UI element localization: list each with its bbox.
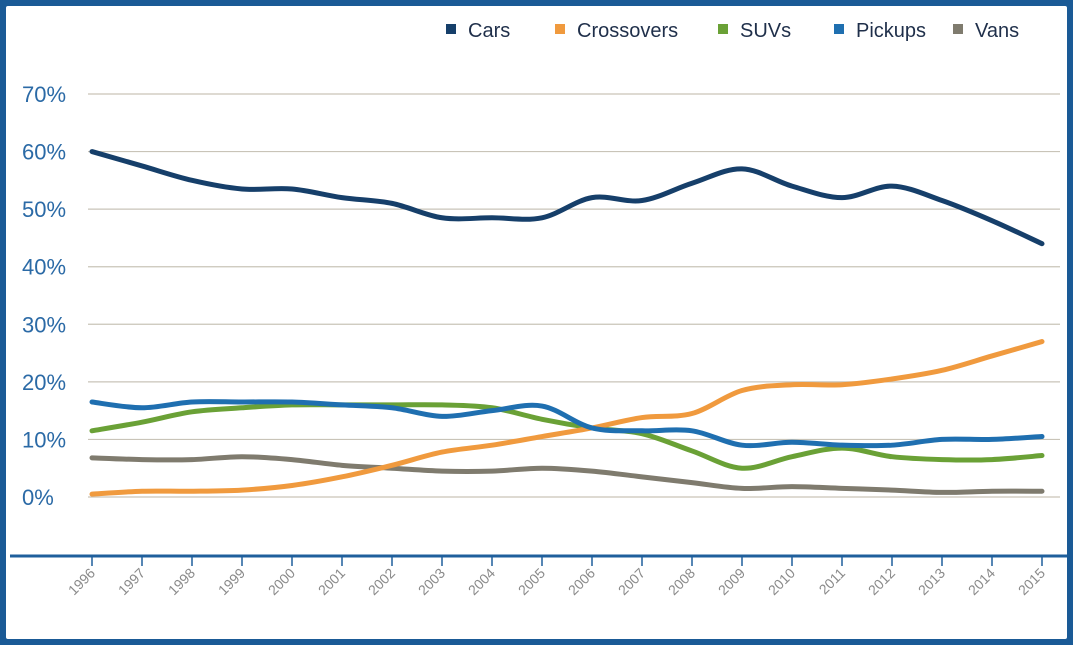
x-tick-label: 2008 [665,565,698,598]
x-tick-label: 2000 [265,565,298,598]
y-tick-label: 20% [22,370,66,395]
x-tick-label: 1998 [165,565,198,598]
x-tick-label: 2013 [915,565,948,598]
x-axis-ticks: 1996 1997 1998 1999 2000 2001 2002 2003 2004 2005… [65,556,1048,598]
x-tick-label: 2005 [515,565,548,598]
series-line-crossovers [89,339,1045,497]
series-lines [89,149,1045,497]
x-tick-label: 2007 [615,565,648,598]
legend-label: SUVs [740,20,791,42]
x-tick-label: 2002 [365,565,398,598]
legend-item-suvs: SUVs [718,20,791,42]
x-tick-label: 2004 [465,565,498,598]
y-tick-label: 0% [22,485,54,510]
legend-label: Crossovers [577,20,678,42]
legend-item-vans: Vans [953,20,1019,42]
y-tick-label: 30% [22,312,66,337]
legend-label: Cars [468,20,510,42]
y-tick-label: 50% [22,197,66,222]
x-tick-label: 2003 [415,565,448,598]
x-tick-label: 2001 [315,565,348,598]
series-line-suvs [89,402,1045,471]
series-line-vans [89,454,1045,495]
x-tick-label: 2014 [965,565,998,598]
x-tick-label: 1996 [65,565,98,598]
legend-label: Pickups [856,20,926,42]
x-tick-label: 1999 [215,565,248,598]
legend-label: Vans [975,20,1019,42]
legend-swatch [834,24,844,34]
x-tick-label: 2015 [1015,565,1048,598]
y-tick-label: 60% [22,140,66,165]
legend-item-pickups: Pickups [834,20,926,42]
legend-swatch [446,24,456,34]
series-line-cars [89,149,1045,247]
x-tick-label: 2006 [565,565,598,598]
grid-lines [88,93,1060,498]
legend-swatch [953,24,963,34]
x-tick-label: 2010 [765,565,798,598]
y-tick-label: 10% [22,427,66,452]
y-axis-ticks: 0% 10% 20% 30% 40% 50% 60% 70% [22,82,66,510]
legend: Cars Crossovers SUVs Pickups Vans [446,20,1019,42]
y-tick-label: 70% [22,82,66,107]
chart-frame [6,6,1067,639]
x-tick-label: 2009 [715,565,748,598]
legend-item-crossovers: Crossovers [555,20,678,42]
x-tick-label: 2011 [816,565,849,598]
x-tick-label: 1997 [115,565,148,598]
legend-swatch [555,24,565,34]
legend-swatch [718,24,728,34]
legend-item-cars: Cars [446,20,510,42]
series-line-pickups [89,399,1045,449]
y-tick-label: 40% [22,255,66,280]
x-tick-label: 2012 [865,565,898,598]
